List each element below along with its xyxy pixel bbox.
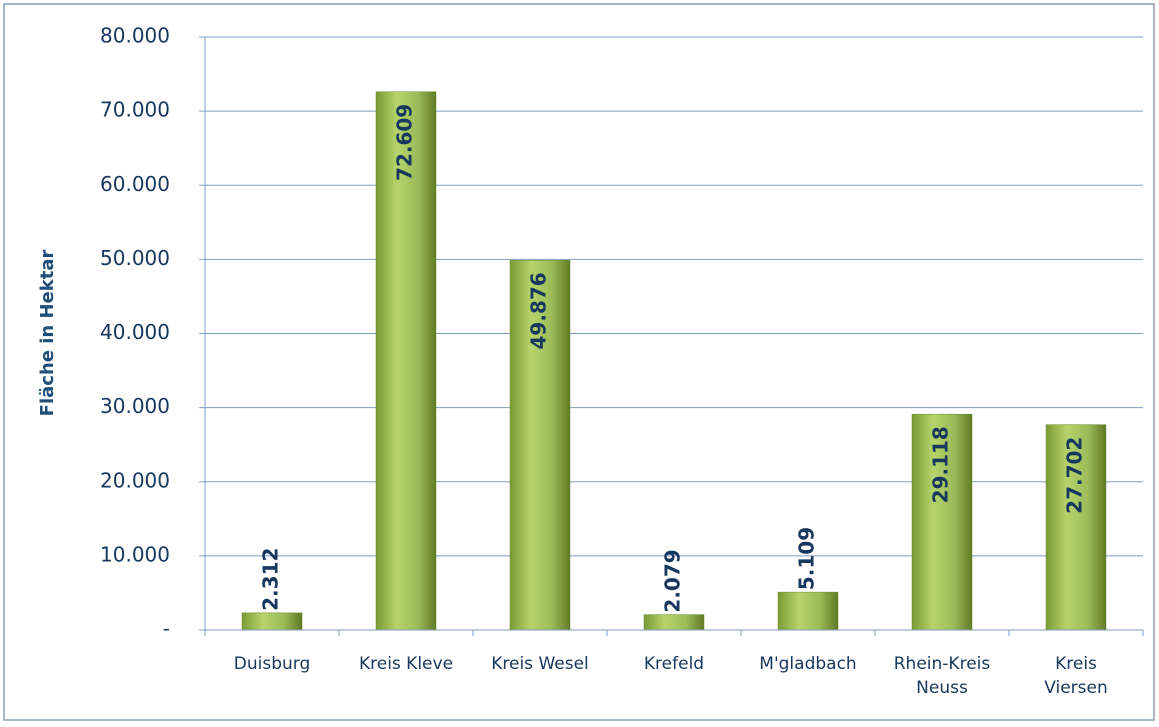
x-tick-label: Duisburg [233, 654, 311, 674]
bar [509, 260, 571, 631]
x-tick-label: Kreis Viersen [1044, 654, 1108, 698]
value-label: 2.079 [661, 549, 685, 612]
y-tick-label: 40.000 [100, 320, 170, 344]
bar [1045, 424, 1107, 631]
y-tick-label: 60.000 [100, 172, 170, 196]
y-tick-label: 70.000 [100, 98, 170, 122]
bar [911, 413, 973, 631]
value-label: 2.312 [259, 548, 283, 611]
y-tick-label: 10.000 [100, 542, 170, 566]
x-tick-label: Rhein-Kreis Neuss [893, 654, 991, 698]
bar [241, 612, 303, 631]
x-tick-label: Kreis Wesel [491, 654, 589, 674]
x-tick-label: M'gladbach [759, 654, 857, 674]
chart-border [3, 3, 1155, 721]
y-tick-label: 20.000 [100, 468, 170, 492]
bar [777, 591, 839, 631]
y-axis-title: Fläche in Hektar [37, 250, 58, 417]
x-tick-label: Kreis Kleve [358, 654, 454, 674]
y-tick-label: - [163, 617, 170, 641]
value-label: 72.609 [393, 104, 417, 181]
value-label: 5.109 [795, 527, 819, 590]
value-label: 49.876 [527, 272, 551, 349]
bar [643, 614, 705, 631]
value-label: 27.702 [1063, 437, 1087, 514]
y-tick-label: 50.000 [100, 246, 170, 270]
bar [375, 91, 437, 631]
y-tick-label: 30.000 [100, 394, 170, 418]
value-label: 29.118 [929, 426, 953, 503]
x-tick-label: Krefeld [643, 654, 705, 674]
y-tick-label: 80.000 [100, 24, 170, 48]
